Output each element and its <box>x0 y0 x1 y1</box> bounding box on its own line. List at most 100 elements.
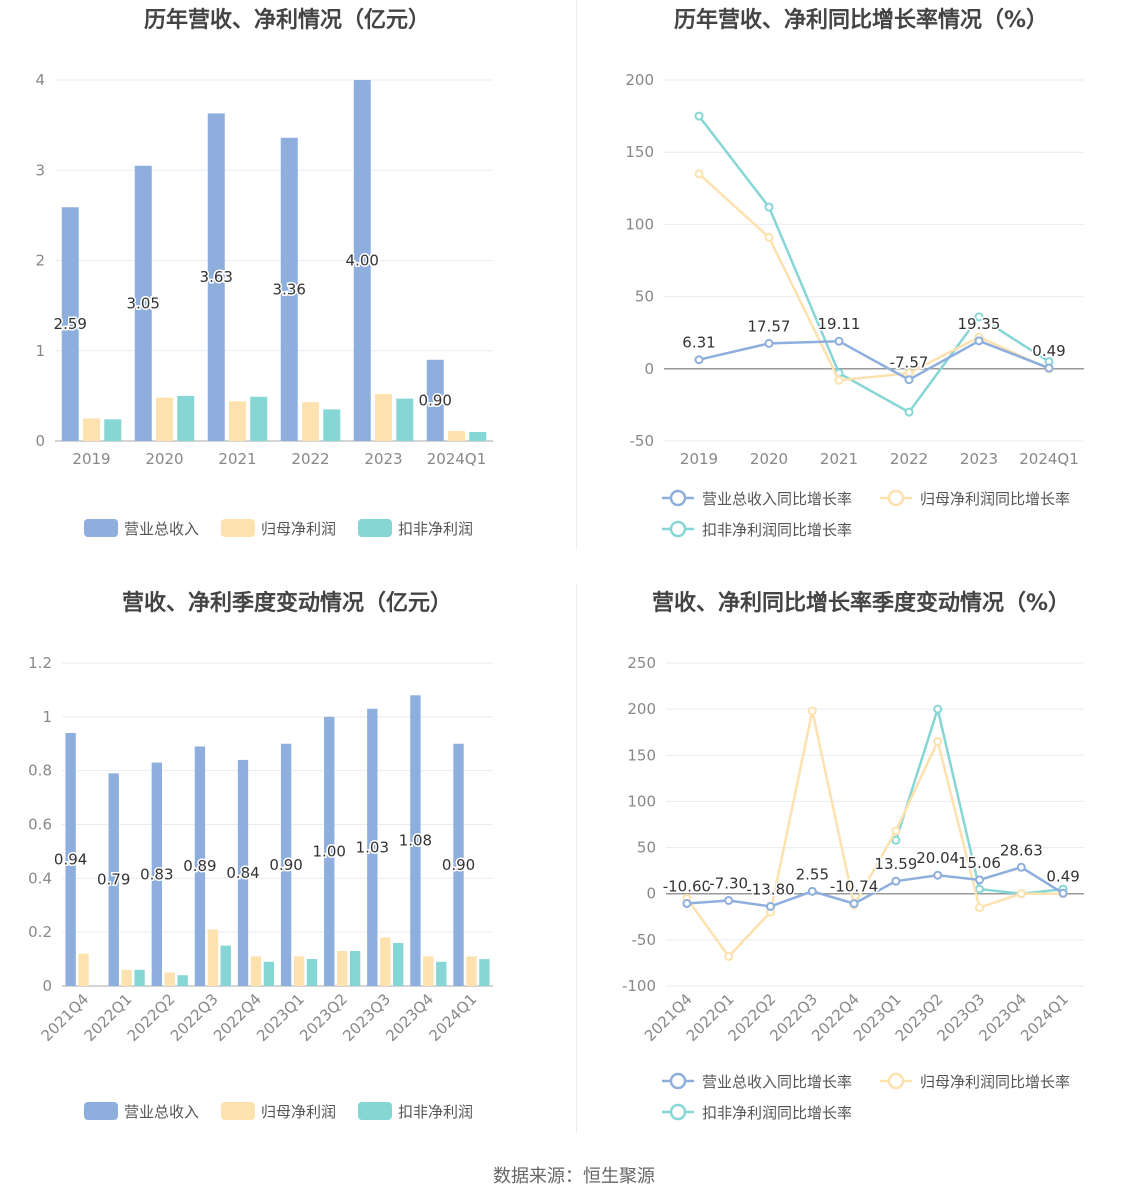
bar-net-profit <box>336 951 348 986</box>
bar-deducted-profit <box>479 959 490 986</box>
y-tick-label: 1.2 <box>28 654 52 672</box>
revenue-growth-point <box>1044 363 1054 373</box>
legend-marker <box>669 1103 687 1121</box>
y-tick-label: 250 <box>627 654 656 672</box>
y-tick-label: 3 <box>35 161 45 179</box>
chart-title: 历年营收、净利同比增长率情况（%） <box>673 8 1049 33</box>
legend-label: 归母净利润同比增长率 <box>920 1073 1070 1091</box>
data-label: -13.80 <box>746 880 794 898</box>
legend-label: 营业总收入 <box>124 520 199 538</box>
deducted-profit-growth-point <box>891 835 901 845</box>
legend-label: 扣非净利润同比增长率 <box>702 521 852 539</box>
revenue-growth-point <box>974 336 984 346</box>
bar-deducted-profit <box>104 419 122 441</box>
x-tick-label: 2024Q1 <box>1019 450 1079 468</box>
legend-label: 扣非净利润 <box>398 1103 473 1121</box>
legend-swatch <box>358 519 392 537</box>
bar-net-profit <box>466 956 477 986</box>
revenue-growth-point <box>904 375 914 385</box>
bar-revenue <box>453 743 464 986</box>
y-tick-label: -50 <box>632 931 657 949</box>
legend-label: 归母净利润同比增长率 <box>920 490 1070 508</box>
revenue-growth-point <box>766 901 775 911</box>
bar-deducted-profit <box>393 942 404 986</box>
legend-marker <box>669 520 687 538</box>
bar-revenue <box>280 743 292 986</box>
bar-deducted-profit <box>436 961 447 986</box>
y-tick-label: 1 <box>42 708 52 726</box>
legend-swatch <box>84 1102 118 1120</box>
revenue-growth-point <box>807 886 817 896</box>
bar-deducted-profit <box>323 409 341 441</box>
data-label: 0.49 <box>1046 867 1079 885</box>
y-tick-label: 150 <box>627 746 656 764</box>
revenue-growth-line <box>698 339 1050 382</box>
bar-revenue <box>410 695 421 986</box>
data-label: 17.57 <box>748 317 791 335</box>
revenue-growth-line <box>686 865 1064 908</box>
data-label: -10.74 <box>830 878 878 896</box>
quarterly-revenue-profit-svg: 00.20.40.60.811.22021Q42022Q12022Q22022Q… <box>28 654 493 1121</box>
data-source: 数据来源：恒生聚源 <box>493 1166 655 1187</box>
bar-net-profit <box>164 972 175 986</box>
x-tick-label: 2023 <box>364 450 402 468</box>
y-tick-label: 4 <box>35 71 45 89</box>
bar-revenue <box>367 708 378 986</box>
revenue-growth-point <box>933 870 943 880</box>
data-label: 3.05 <box>127 294 160 312</box>
x-tick-label: 2023 <box>960 450 998 468</box>
revenue-growth-point <box>764 338 774 348</box>
data-label: 0.90 <box>419 391 452 409</box>
data-label: 19.35 <box>958 315 1001 333</box>
chart-title: 历年营收、净利情况（亿元） <box>143 8 430 33</box>
data-label: 1.03 <box>356 838 389 856</box>
deducted-profit-growth-point <box>975 884 984 894</box>
legend-label: 归母净利润 <box>261 1103 336 1121</box>
annual-revenue-profit-svg: 0 1 2 3 4 2019 2020 2021 2022 2023 2024Q1 2.59 3.05 3… <box>35 71 493 538</box>
bar-deducted-profit <box>469 431 487 441</box>
legend-marker <box>887 489 905 507</box>
net-profit-growth-line <box>698 172 1050 382</box>
y-tick-label: 200 <box>625 71 654 89</box>
y-tick-label: 2 <box>35 252 45 270</box>
x-tick-label: 2019 <box>72 450 110 468</box>
bar-net-profit <box>207 929 219 986</box>
net-profit-growth-point <box>807 706 817 716</box>
x-tick-label: 2022 <box>291 450 329 468</box>
deducted-profit-growth-point <box>904 407 914 417</box>
y-tick-label: -100 <box>622 977 656 995</box>
data-label: 0.79 <box>97 871 130 889</box>
net-profit-growth-point <box>975 903 984 913</box>
bar-deducted-profit <box>177 395 195 441</box>
bar-net-profit <box>375 394 392 441</box>
net-profit-growth-point <box>724 951 734 961</box>
annual-revenue-profit-chart: 历年营收、净利情况（亿元） 0 1 2 3 4 2019 2020 2021 2022 2023 2… <box>0 0 574 580</box>
y-tick-label: 0 <box>35 432 45 450</box>
legend-swatch <box>221 1102 255 1120</box>
bar-net-profit <box>156 397 173 441</box>
bar-net-profit <box>229 401 246 441</box>
bar-revenue <box>237 759 249 986</box>
net-profit-growth-line <box>685 710 1064 959</box>
bar-net-profit <box>302 402 319 441</box>
revenue-growth-point <box>849 899 859 909</box>
bar-deducted-profit <box>220 945 231 986</box>
revenue-growth-point <box>834 336 844 346</box>
net-profit-growth-point <box>891 826 901 836</box>
annual-growth-rate-svg: -50 0 50 100 150 200 2019 2020 2021 2022 2023 2024Q… <box>625 71 1084 539</box>
data-label: 1.00 <box>313 842 346 860</box>
data-label: 2.59 <box>54 315 87 333</box>
y-tick-label: 50 <box>637 839 656 857</box>
data-label: 0.84 <box>226 864 259 882</box>
legend-label: 归母净利润 <box>261 520 336 538</box>
data-label: -10.60 <box>663 877 711 895</box>
bar-deducted-profit <box>349 951 361 986</box>
y-tick-label: 0.8 <box>28 762 52 780</box>
bar-net-profit <box>423 956 434 986</box>
bar-revenue <box>194 746 206 986</box>
x-tick-label: 2020 <box>145 450 183 468</box>
bar-deducted-profit <box>306 959 318 986</box>
y-tick-label: 0 <box>646 885 656 903</box>
bar-revenue <box>207 113 225 441</box>
revenue-growth-point <box>682 898 692 908</box>
